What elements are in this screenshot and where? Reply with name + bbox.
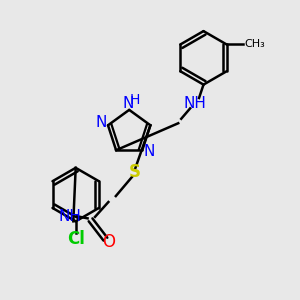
Text: N: N [122, 96, 134, 111]
Text: NH: NH [183, 96, 206, 111]
Text: CH₃: CH₃ [244, 40, 265, 50]
Text: S: S [129, 163, 141, 181]
Text: H: H [130, 93, 140, 107]
Text: N: N [143, 144, 154, 159]
Text: NH: NH [58, 209, 81, 224]
Text: O: O [103, 233, 116, 251]
Text: N: N [96, 115, 107, 130]
Text: Cl: Cl [67, 230, 85, 247]
